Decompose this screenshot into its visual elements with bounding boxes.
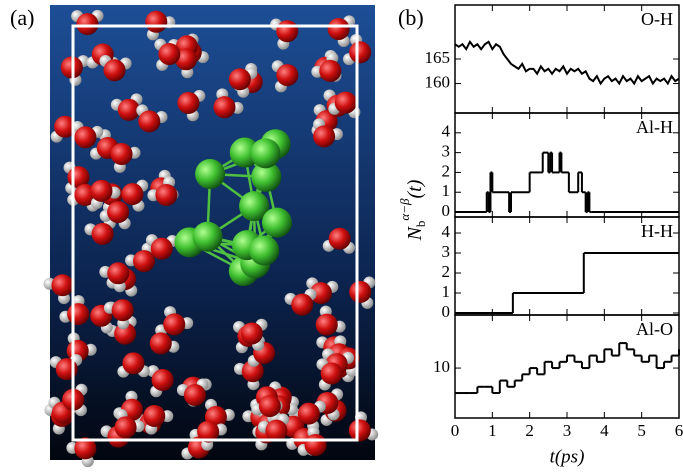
oxygen-atom xyxy=(51,274,74,297)
y-tick-label: 2 xyxy=(442,262,451,281)
x-tick-label: 2 xyxy=(525,421,534,440)
y-tick-label: 1 xyxy=(442,181,451,200)
data-line xyxy=(454,39,680,86)
molecule-render xyxy=(43,9,379,468)
oxygen-atom xyxy=(309,282,332,305)
oxygen-atom xyxy=(90,179,113,202)
y-tick-label: 3 xyxy=(442,142,451,161)
oxygen-atom xyxy=(133,250,156,273)
oxygen-atom xyxy=(197,420,220,443)
oxygen-atom xyxy=(348,419,371,442)
oxygen-atom xyxy=(241,360,264,383)
oxygen-atom xyxy=(240,322,263,345)
aluminum-atom xyxy=(195,159,226,190)
y-tick-label: 4 xyxy=(442,222,451,241)
x-tick-label: 5 xyxy=(637,421,646,440)
y-tick-label: 0 xyxy=(442,302,451,321)
y-tick-label: 160 xyxy=(425,72,451,91)
oxygen-atom xyxy=(74,126,97,149)
x-tick-label: 4 xyxy=(600,421,609,440)
oxygen-atom xyxy=(67,303,90,326)
y-tick-label: 1 xyxy=(442,282,451,301)
oxygen-atom xyxy=(76,13,99,36)
y-axis-label: Nbα−β(t) xyxy=(397,179,428,241)
oxygen-atom xyxy=(276,20,299,43)
panel-label: (b) xyxy=(398,5,424,30)
oxygen-atom xyxy=(151,368,174,391)
oxygen-atom xyxy=(228,68,251,91)
aluminum-atom xyxy=(251,161,282,192)
series-label: O-H xyxy=(641,9,673,29)
oxygen-atom xyxy=(54,115,77,138)
aluminum-atom xyxy=(250,138,281,169)
y-tick-label: 0 xyxy=(442,201,451,220)
oxygen-atom xyxy=(143,404,166,427)
y-tick-label: 4 xyxy=(442,122,451,141)
oxygen-atom xyxy=(319,59,342,82)
oxygen-atom xyxy=(114,322,137,345)
oxygen-atom xyxy=(149,332,172,355)
oxygen-atom xyxy=(175,48,198,71)
oxygen-atom xyxy=(74,437,97,460)
oxygen-atom xyxy=(111,299,134,322)
oxygen-atom xyxy=(107,201,130,224)
y-tick-label: 3 xyxy=(442,242,451,261)
oxygen-atom xyxy=(121,183,144,206)
y-tick-label: 10 xyxy=(433,357,450,376)
oxygen-atom xyxy=(349,280,372,303)
aluminum-atom xyxy=(192,221,223,252)
oxygen-atom xyxy=(313,125,336,148)
series-label: Al-H xyxy=(636,117,673,137)
x-tick-label: 6 xyxy=(675,421,683,440)
oxygen-atom xyxy=(349,41,372,64)
oxygen-atom xyxy=(117,98,140,121)
series-label: Al-O xyxy=(636,319,673,339)
oxygen-atom xyxy=(107,262,130,285)
x-axis-label: t(ps) xyxy=(550,446,585,467)
oxygen-atom xyxy=(155,184,178,207)
oxygen-atom xyxy=(315,313,338,336)
x-tick-label: 0 xyxy=(451,421,460,440)
aluminum-atom xyxy=(239,191,270,222)
oxygen-atom xyxy=(91,222,114,245)
oxygen-atom xyxy=(297,402,320,425)
oxygen-atom xyxy=(334,91,357,114)
aluminum-atom xyxy=(261,207,292,238)
oxygen-atom xyxy=(138,110,161,133)
y-tick-label: 2 xyxy=(442,161,451,180)
oxygen-atom xyxy=(145,10,168,33)
panel-label: (a) xyxy=(10,5,34,30)
oxygen-atom xyxy=(291,293,314,316)
series-label: H-H xyxy=(641,221,673,241)
oxygen-atom xyxy=(122,352,145,375)
simulation-cell xyxy=(71,24,359,442)
oxygen-atom xyxy=(328,227,351,250)
oxygen-atom xyxy=(276,64,299,87)
oxygen-atom xyxy=(304,433,327,456)
x-tick-label: 1 xyxy=(488,421,497,440)
y-tick-label: 165 xyxy=(425,48,451,67)
oxygen-atom xyxy=(103,59,126,82)
oxygen-atom xyxy=(320,362,343,385)
oxygen-atom xyxy=(150,237,173,260)
oxygen-atom xyxy=(258,395,281,418)
oxygen-atom xyxy=(163,313,186,336)
oxygen-atom xyxy=(265,419,288,442)
oxygen-atom xyxy=(158,43,181,66)
oxygen-atom xyxy=(110,143,133,166)
aluminum-atom xyxy=(249,235,280,266)
x-tick-label: 3 xyxy=(563,421,572,440)
oxygen-atom xyxy=(327,18,350,41)
oxygen-atom xyxy=(213,96,236,119)
oxygen-atom xyxy=(177,91,200,114)
oxygen-atom xyxy=(114,416,137,439)
oxygen-atom xyxy=(183,383,206,406)
